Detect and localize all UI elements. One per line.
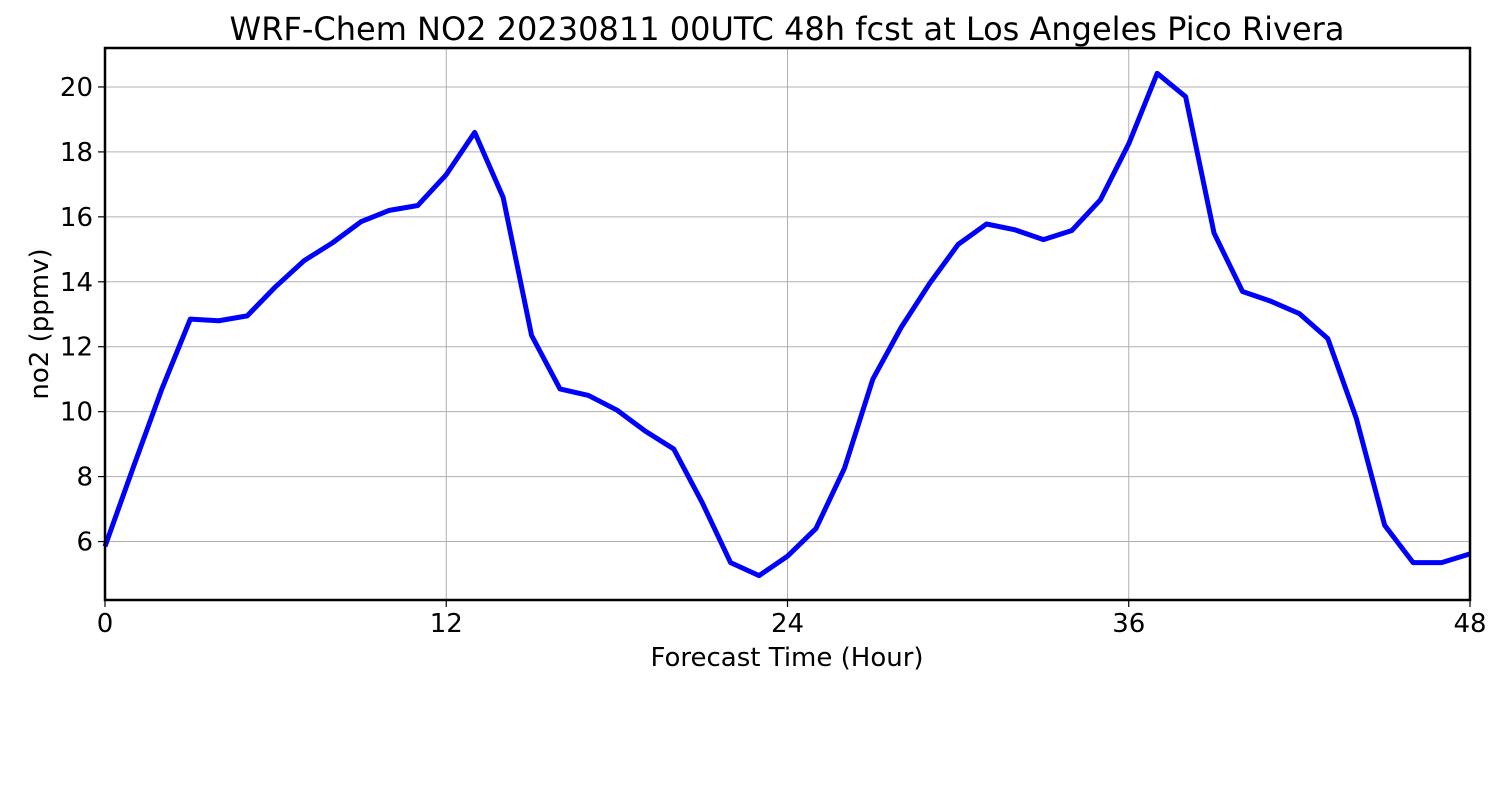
x-tick-label-4: 48 <box>1453 609 1486 639</box>
x-tick-label-3: 36 <box>1112 609 1145 639</box>
y-tick-label-1: 8 <box>76 463 93 493</box>
x-tick-label-0: 0 <box>97 609 114 639</box>
y-tick-label-4: 14 <box>60 268 93 298</box>
y-tick-label-2: 10 <box>60 398 93 428</box>
y-tick-label-7: 20 <box>60 73 93 103</box>
y-tick-label-0: 6 <box>76 528 93 558</box>
x-tick-label-2: 24 <box>771 609 804 639</box>
series-group <box>102 70 1471 579</box>
axis-ticks: 0 12 24 36 48 6 8 10 12 14 16 18 20 <box>60 73 1487 639</box>
y-axis-label: no2 (ppmv) <box>25 248 55 399</box>
x-tick-label-1: 12 <box>430 609 463 639</box>
y-tick-label-3: 12 <box>60 333 93 363</box>
chart-title: WRF-Chem NO2 20230811 00UTC 48h fcst at … <box>230 10 1345 48</box>
x-axis-label: Forecast Time (Hour) <box>650 643 923 673</box>
grid-lines <box>104 48 1471 600</box>
y-tick-label-6: 18 <box>60 138 93 168</box>
y-tick-label-5: 16 <box>60 203 93 233</box>
series-line-0 <box>102 70 1471 579</box>
